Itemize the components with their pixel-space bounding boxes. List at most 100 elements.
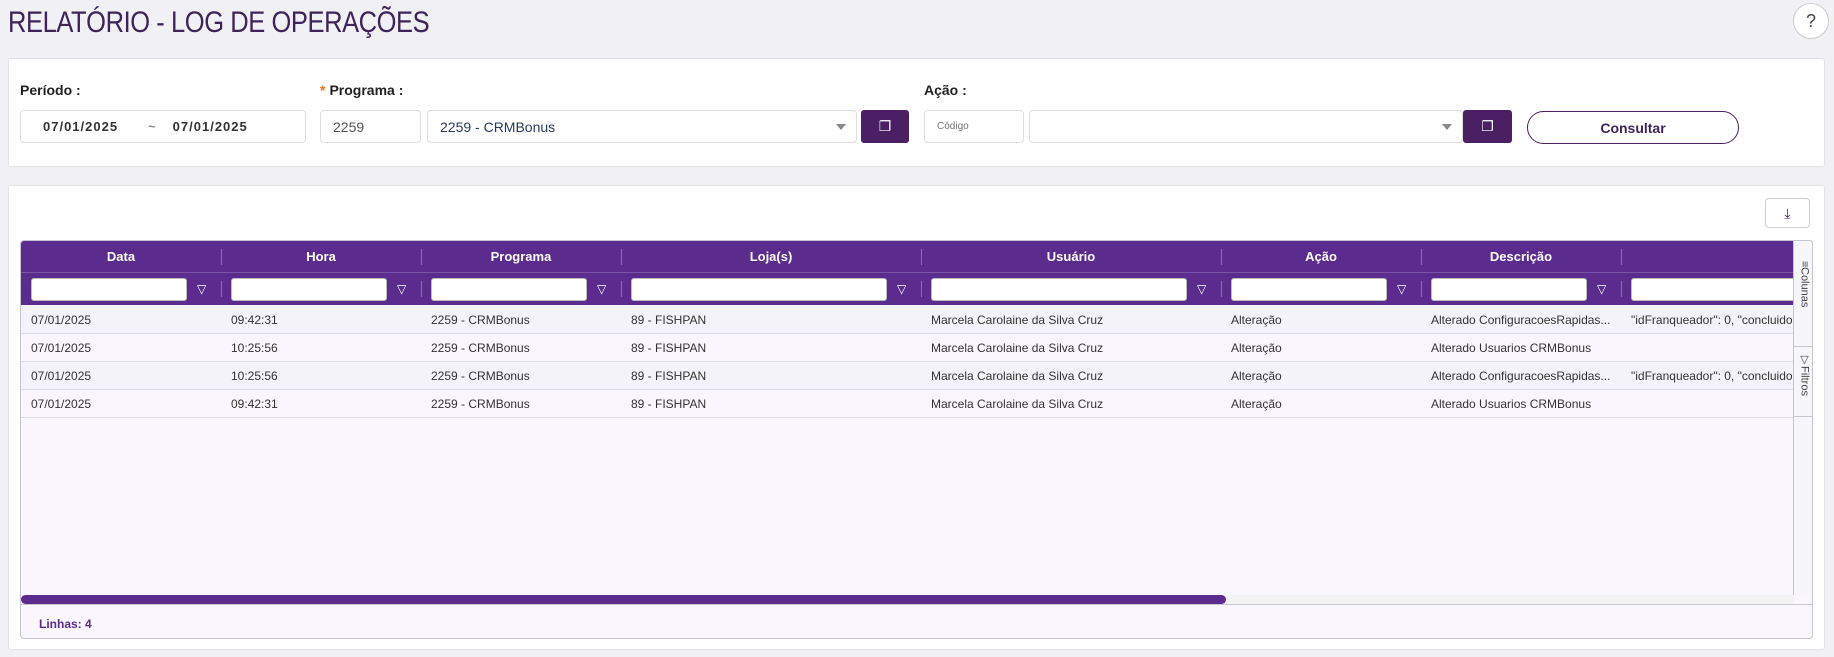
acao-select[interactable]: [1029, 110, 1463, 143]
column-separator[interactable]: [421, 249, 422, 265]
column-separator[interactable]: [421, 281, 422, 297]
cell-acao: Alteração: [1231, 313, 1282, 327]
column-separator[interactable]: [921, 281, 922, 297]
filter-input-hora[interactable]: [231, 278, 387, 301]
grid-filter-row: ▽ ▽ ▽ ▽ ▽ ▽ ▽: [21, 272, 1812, 305]
column-header-data[interactable]: Data: [106, 249, 136, 264]
filter-icon[interactable]: ▽: [397, 282, 407, 296]
columns-icon: ≡: [1798, 261, 1811, 268]
cell-usuario: Marcela Carolaine da Silva Cruz: [931, 397, 1104, 411]
table-row[interactable]: 07/01/2025 09:42:31 2259 - CRMBonus 89 - FI…: [21, 390, 1793, 418]
column-separator[interactable]: [621, 281, 622, 297]
acao-search-button[interactable]: ❐: [1463, 110, 1512, 143]
filter-input-usuario[interactable]: [931, 278, 1187, 301]
filter-icon[interactable]: ▽: [1397, 282, 1407, 296]
cell-descricao: Alterado ConfiguracoesRapidas...: [1431, 369, 1611, 383]
filter-icon[interactable]: ▽: [197, 282, 207, 296]
horizontal-scrollbar[interactable]: [21, 595, 1793, 604]
cell-detalhes: "idFranqueador": 0, "concluido: [1631, 313, 1793, 327]
columns-tab-label: Colunas: [1798, 267, 1811, 308]
column-header-detalhes[interactable]: [1621, 241, 1812, 272]
programa-select-value: 2259 - CRMBonus: [440, 118, 556, 135]
table-row[interactable]: 07/01/2025 09:42:31 2259 - CRMBonus 89 - FI…: [21, 306, 1793, 334]
copy-icon: ❐: [878, 118, 892, 134]
cell-lojas: 89 - FISHPAN: [631, 397, 707, 411]
cell-detalhes: [1621, 334, 1812, 362]
copy-icon: ❐: [1481, 118, 1494, 134]
chevron-down-icon: [836, 124, 846, 130]
cell-usuario: Marcela Carolaine da Silva Cruz: [931, 341, 1104, 355]
cell-data: 07/01/2025: [31, 313, 92, 327]
column-separator[interactable]: [1621, 281, 1622, 297]
date-separator: ~: [148, 119, 157, 134]
grid-header: Data Hora Programa Loja(s) Usuário Ação Descri…: [21, 241, 1793, 272]
cell-programa: 2259 - CRMBonus: [431, 341, 530, 355]
cell-programa: 2259 - CRMBonus: [431, 313, 530, 327]
programa-select[interactable]: 2259 - CRMBonus: [427, 110, 857, 143]
programa-search-button[interactable]: ❐: [861, 110, 909, 143]
cell-hora: 10:25:56: [231, 369, 278, 383]
filter-input-detalhes[interactable]: [1631, 278, 1812, 301]
chevron-down-icon: [1442, 124, 1452, 130]
acao-label: Ação :: [924, 82, 967, 98]
column-header-hora[interactable]: Hora: [306, 249, 336, 264]
cell-hora: 09:42:31: [231, 397, 278, 411]
cell-descricao: Alterado ConfiguracoesRapidas...: [1431, 313, 1611, 327]
column-separator[interactable]: [221, 281, 222, 297]
cell-usuario: Marcela Carolaine da Silva Cruz: [931, 369, 1104, 383]
column-header-acao[interactable]: Ação: [1305, 249, 1337, 264]
column-separator[interactable]: [1621, 249, 1622, 265]
column-header-lojas[interactable]: Loja(s): [749, 249, 793, 264]
page-title: RELATÓRIO - LOG DE OPERAÇÕES: [8, 6, 430, 39]
filter-icon[interactable]: ▽: [1597, 282, 1607, 296]
column-separator[interactable]: [1421, 281, 1422, 297]
periodo-label: Período :: [20, 82, 81, 98]
column-separator[interactable]: [921, 249, 922, 265]
filters-tab[interactable]: ▽ Filtros: [1794, 347, 1812, 417]
column-separator[interactable]: [1221, 281, 1222, 297]
cell-data: 07/01/2025: [31, 397, 92, 411]
cell-hora: 09:42:31: [231, 313, 278, 327]
table-row[interactable]: 07/01/2025 10:25:56 2259 - CRMBonus 89 - FI…: [21, 362, 1793, 390]
row-count: Linhas: 4: [21, 604, 1812, 638]
column-separator[interactable]: [221, 249, 222, 265]
column-separator[interactable]: [1421, 249, 1422, 265]
cell-detalhes: "idFranqueador": 0, "concluido: [1631, 369, 1793, 383]
consultar-button[interactable]: Consultar: [1527, 111, 1739, 144]
help-button[interactable]: ?: [1793, 3, 1829, 39]
filter-input-data[interactable]: [31, 278, 187, 301]
download-button[interactable]: ⤓: [1765, 198, 1810, 228]
columns-tab[interactable]: ≡ Colunas: [1794, 255, 1812, 347]
filter-input-acao[interactable]: [1231, 278, 1387, 301]
cell-data: 07/01/2025: [31, 341, 92, 355]
filter-input-descricao[interactable]: [1431, 278, 1587, 301]
column-header-programa[interactable]: Programa: [490, 249, 552, 264]
cell-detalhes: [1621, 390, 1812, 418]
programa-code-input[interactable]: 2259: [320, 110, 421, 143]
period-input[interactable]: 07/01/2025 ~ 07/01/2025: [20, 110, 306, 143]
filter-icon[interactable]: ▽: [597, 282, 607, 296]
cell-programa: 2259 - CRMBonus: [431, 369, 530, 383]
column-header-usuario[interactable]: Usuário: [1046, 249, 1096, 264]
column-header-descricao[interactable]: Descrição: [1489, 249, 1553, 264]
side-panel: ≡ Colunas ▽ Filtros: [1793, 241, 1812, 595]
cell-descricao: Alterado Usuarios CRMBonus: [1431, 341, 1592, 355]
table-row[interactable]: 07/01/2025 10:25:56 2259 - CRMBonus 89 - FI…: [21, 334, 1793, 362]
acao-code-input[interactable]: [924, 110, 1024, 143]
filters-tab-label: Filtros: [1798, 366, 1811, 396]
cell-lojas: 89 - FISHPAN: [631, 341, 707, 355]
filter-icon[interactable]: ▽: [897, 282, 907, 296]
scrollbar-thumb[interactable]: [21, 595, 1226, 604]
cell-acao: Alteração: [1231, 341, 1282, 355]
cell-usuario: Marcela Carolaine da Silva Cruz: [931, 313, 1104, 327]
programa-label-text: Programa :: [329, 82, 404, 98]
data-grid: Data Hora Programa Loja(s) Usuário Ação Descri…: [20, 240, 1813, 639]
filter-input-lojas[interactable]: [631, 278, 887, 301]
column-separator[interactable]: [1221, 249, 1222, 265]
filter-input-programa[interactable]: [431, 278, 587, 301]
cell-descricao: Alterado Usuarios CRMBonus: [1431, 397, 1592, 411]
date-start: 07/01/2025: [43, 119, 119, 134]
column-separator[interactable]: [621, 249, 622, 265]
cell-acao: Alteração: [1231, 397, 1282, 411]
filter-icon[interactable]: ▽: [1197, 282, 1207, 296]
